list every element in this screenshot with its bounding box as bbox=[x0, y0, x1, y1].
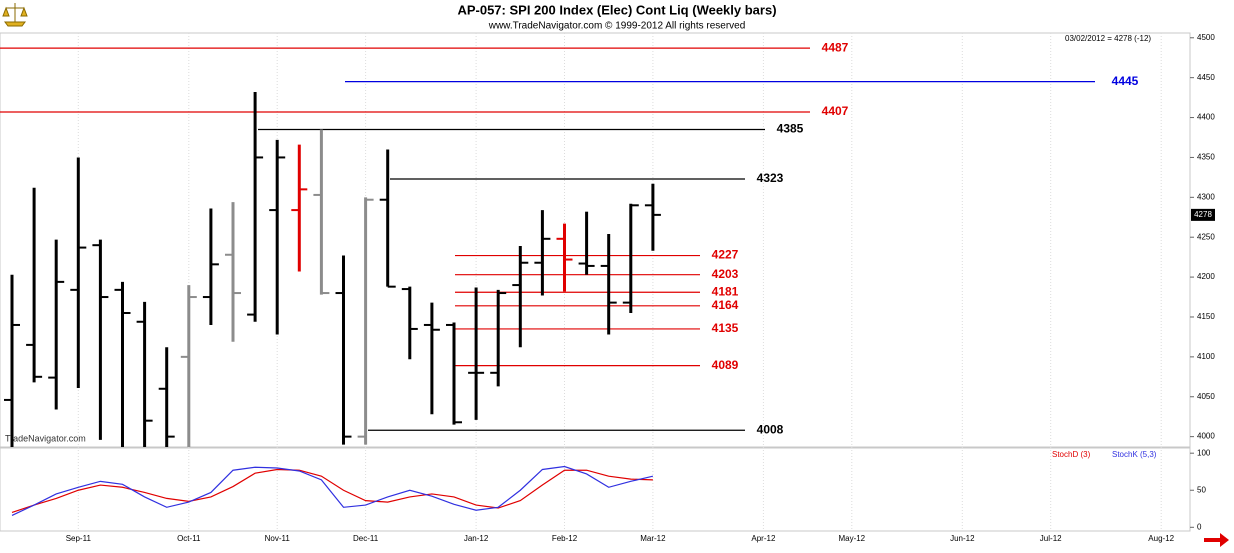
x-tick-label: Oct-11 bbox=[177, 534, 201, 543]
logo-icon bbox=[2, 3, 28, 27]
last-price-box bbox=[1191, 208, 1215, 221]
level-label: 4323 bbox=[757, 171, 784, 185]
chart-subtitle: www.TradeNavigator.com © 1999-2012 All r… bbox=[488, 21, 746, 32]
level-label: 4407 bbox=[822, 104, 849, 118]
legend-label: StochD (3) bbox=[1052, 450, 1091, 459]
stoch-panel bbox=[0, 447, 1191, 532]
x-tick-label: Apr-12 bbox=[751, 534, 776, 543]
price-panel bbox=[0, 32, 1191, 448]
x-tick-label: Mar-12 bbox=[640, 534, 666, 543]
level-label: 4181 bbox=[712, 284, 739, 298]
stoch-plot bbox=[11, 465, 654, 516]
x-tick-label: Dec-11 bbox=[353, 534, 379, 543]
x-tick-label: Sep-11 bbox=[66, 534, 92, 543]
x-tick-label: Jan-12 bbox=[464, 534, 489, 543]
y-tick-label: 4300 bbox=[1197, 192, 1215, 201]
x-tick-label: May-12 bbox=[838, 534, 865, 543]
level-label: 4487 bbox=[822, 40, 849, 54]
y-tick-label: 4500 bbox=[1197, 33, 1215, 42]
level-label: 4089 bbox=[712, 358, 739, 372]
level-label: 4385 bbox=[777, 122, 804, 136]
y-tick-label: 4050 bbox=[1197, 392, 1215, 401]
level-label: 4164 bbox=[712, 298, 739, 312]
stoch-line bbox=[11, 465, 654, 516]
y-tick-label: 0 bbox=[1197, 522, 1202, 531]
level-label: 4008 bbox=[757, 422, 784, 436]
last-price-label: 4278 bbox=[1194, 210, 1212, 219]
x-tick-label: Nov-11 bbox=[265, 534, 291, 543]
x-tick-label: Jul-12 bbox=[1040, 534, 1062, 543]
y-tick-label: 4350 bbox=[1197, 153, 1215, 162]
y-tick-label: 4150 bbox=[1197, 312, 1215, 321]
legend-label: StochK (5,3) bbox=[1112, 450, 1157, 459]
stoch-line bbox=[11, 468, 653, 514]
info-text: 03/02/2012 = 4278 (-12) bbox=[1065, 34, 1151, 43]
level-label: 4445 bbox=[1112, 74, 1139, 88]
y-tick-label: 50 bbox=[1197, 485, 1206, 494]
x-tick-label: Jun-12 bbox=[950, 534, 975, 543]
chart-title: AP-057: SPI 200 Index (Elec) Cont Liq (W… bbox=[457, 2, 776, 17]
y-tick-label: 4200 bbox=[1197, 272, 1215, 281]
level-label: 4135 bbox=[712, 321, 739, 335]
y-tick-label: 4400 bbox=[1197, 113, 1215, 122]
scroll-arrow[interactable] bbox=[1204, 533, 1229, 547]
y-tick-label: 4000 bbox=[1197, 432, 1215, 441]
level-label: 4203 bbox=[712, 267, 739, 281]
watermark: TradeNavigator.com bbox=[5, 433, 86, 443]
level-label: 4227 bbox=[712, 248, 739, 262]
x-tick-label: Aug-12 bbox=[1148, 534, 1174, 543]
price-plot bbox=[0, 47, 1095, 447]
y-tick-label: 4100 bbox=[1197, 352, 1215, 361]
y-tick-label: 100 bbox=[1197, 448, 1211, 457]
y-tick-label: 4250 bbox=[1197, 232, 1215, 241]
x-tick-label: Feb-12 bbox=[552, 534, 578, 543]
y-tick-label: 4450 bbox=[1197, 73, 1215, 82]
